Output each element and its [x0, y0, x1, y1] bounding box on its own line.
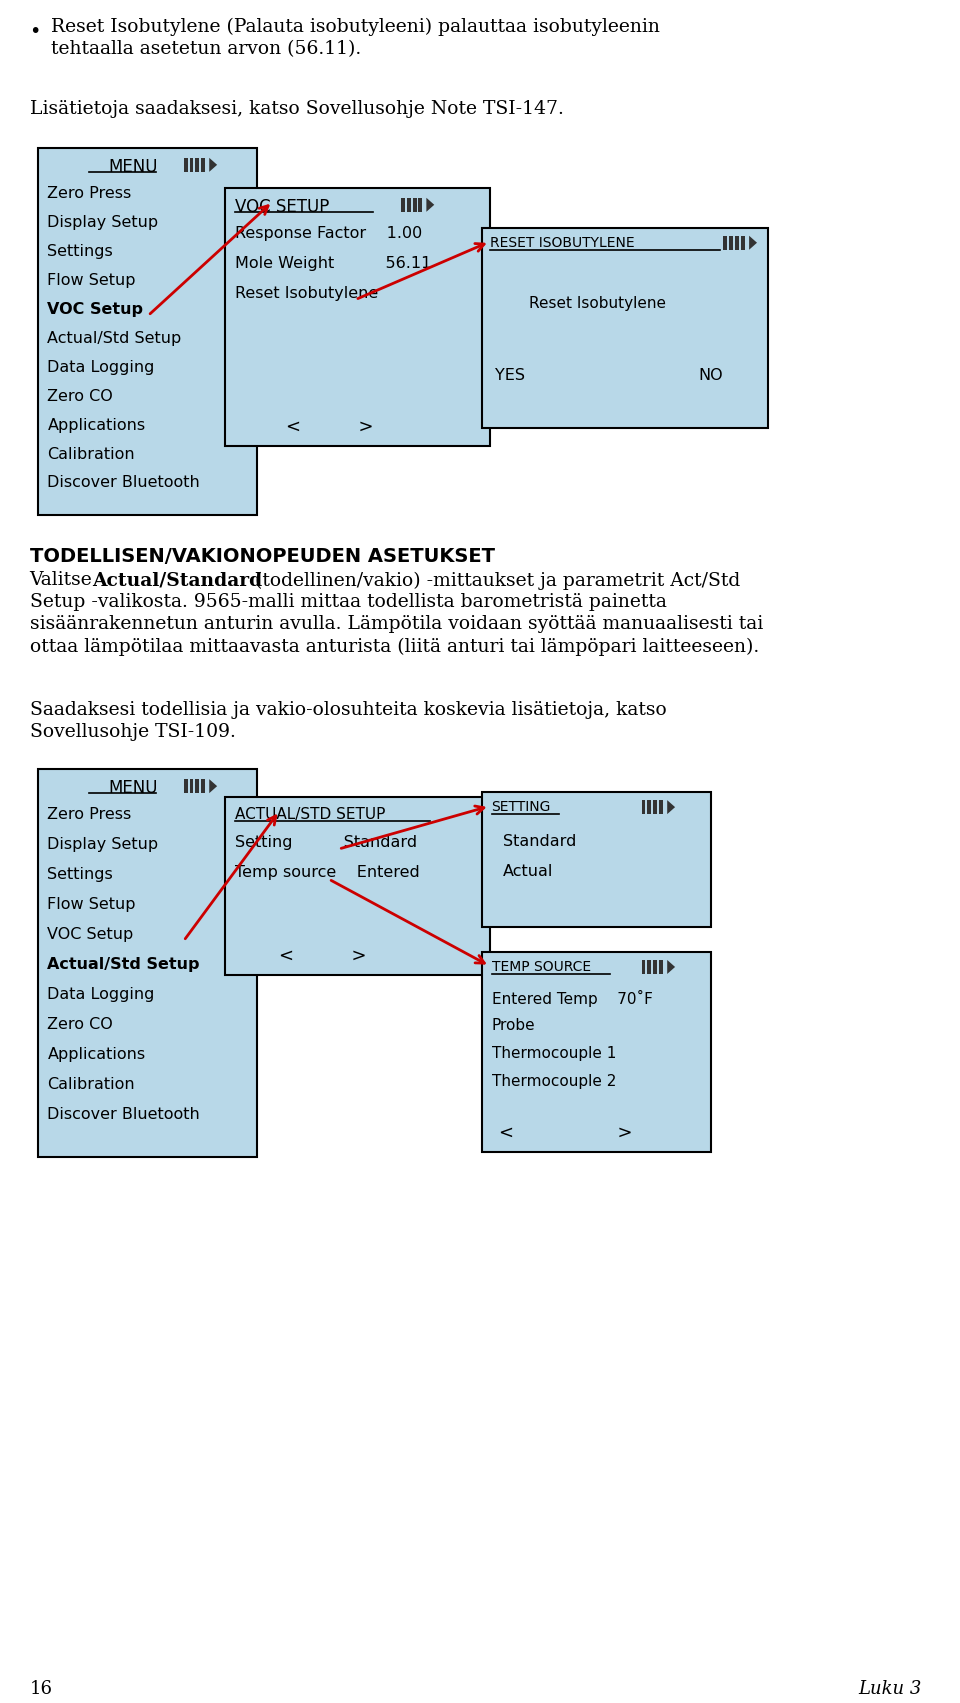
Text: Reset Isobutylene: Reset Isobutylene [529, 296, 666, 310]
Bar [202, 158, 205, 172]
Bar [189, 158, 194, 172]
Text: MENU: MENU [108, 780, 158, 797]
Text: Probe: Probe [492, 1018, 535, 1034]
Text: <                  >: < > [499, 1124, 633, 1141]
Text: RESET ISOBUTYLENE: RESET ISOBUTYLENE [490, 235, 635, 250]
Bar [196, 158, 200, 172]
Bar [654, 800, 658, 814]
Bar [482, 228, 768, 427]
Text: Luku 3: Luku 3 [858, 1681, 922, 1698]
Bar [196, 780, 200, 794]
Text: Applications: Applications [47, 417, 146, 433]
Text: Mole Weight          56.11: Mole Weight 56.11 [235, 255, 431, 271]
Text: Lisätietoja saadaksesi, katso Sovellusohje Note TSI-147.: Lisätietoja saadaksesi, katso Sovellusoh… [30, 100, 564, 118]
Text: Standard: Standard [503, 834, 577, 850]
Text: VOC Setup: VOC Setup [47, 301, 143, 317]
Text: Temp source    Entered: Temp source Entered [235, 865, 420, 880]
Text: VOC Setup: VOC Setup [47, 926, 133, 942]
Polygon shape [749, 235, 757, 250]
Bar [189, 780, 194, 794]
Text: Setup -valikosta. 9565-malli mittaa todellista barometristä painetta: Setup -valikosta. 9565-malli mittaa tode… [30, 593, 666, 611]
Text: Calibration: Calibration [47, 1076, 135, 1092]
Text: Actual/Standard: Actual/Standard [92, 572, 262, 589]
Text: Data Logging: Data Logging [47, 988, 155, 1001]
Polygon shape [209, 158, 217, 172]
Text: YES: YES [495, 368, 525, 383]
Text: Display Setup: Display Setup [47, 215, 158, 230]
Bar [482, 952, 710, 1151]
Bar [654, 960, 658, 974]
Bar [407, 198, 411, 211]
Bar [183, 158, 187, 172]
Bar [183, 780, 187, 794]
Text: Response Factor    1.00: Response Factor 1.00 [235, 226, 422, 240]
Text: Discover Bluetooth: Discover Bluetooth [47, 475, 200, 490]
Text: VOC SETUP: VOC SETUP [235, 198, 329, 216]
Polygon shape [667, 800, 675, 814]
Bar [202, 780, 205, 794]
Text: Actual/Std Setup: Actual/Std Setup [47, 957, 200, 972]
Text: Discover Bluetooth: Discover Bluetooth [47, 1107, 200, 1122]
Text: sisäänrakennetun anturin avulla. Lämpötila voidaan syöttää manuaalisesti tai: sisäänrakennetun anturin avulla. Lämpöti… [30, 615, 763, 634]
Text: <          >: < > [286, 417, 373, 436]
Text: <          >: < > [279, 947, 367, 966]
Bar [647, 800, 652, 814]
Text: NO: NO [699, 368, 724, 383]
Text: Setting          Standard: Setting Standard [235, 834, 417, 850]
Text: Thermocouple 2: Thermocouple 2 [492, 1075, 616, 1088]
Text: Applications: Applications [47, 1047, 146, 1063]
Bar [647, 960, 652, 974]
Polygon shape [209, 780, 217, 794]
Bar [225, 187, 490, 446]
Text: Saadaksesi todellisia ja vakio-olosuhteita koskevia lisätietoja, katso: Saadaksesi todellisia ja vakio-olosuhtei… [30, 702, 666, 719]
Text: Zero Press: Zero Press [47, 807, 132, 823]
Text: Sovellusohje TSI-109.: Sovellusohje TSI-109. [30, 724, 235, 741]
Text: Actual/Std Setup: Actual/Std Setup [47, 330, 181, 346]
Bar [37, 148, 256, 516]
Bar [660, 960, 663, 974]
Text: Flow Setup: Flow Setup [47, 272, 136, 288]
Text: Thermocouple 1: Thermocouple 1 [492, 1046, 616, 1061]
Bar [37, 770, 256, 1156]
Text: Zero CO: Zero CO [47, 1017, 113, 1032]
Text: Flow Setup: Flow Setup [47, 897, 136, 913]
Text: Actual: Actual [503, 863, 554, 879]
Text: ottaa lämpötilaa mittaavasta anturista (liitä anturi tai lämpöpari laitteeseen).: ottaa lämpötilaa mittaavasta anturista (… [30, 637, 758, 656]
Text: Settings: Settings [47, 244, 113, 259]
Text: Calibration: Calibration [47, 446, 135, 462]
Polygon shape [667, 960, 675, 974]
Text: Zero CO: Zero CO [47, 388, 113, 404]
Text: •: • [30, 22, 41, 41]
Text: (todellinen/vakio) -mittaukset ja parametrit Act/Std: (todellinen/vakio) -mittaukset ja parame… [249, 572, 740, 589]
Text: TODELLISEN/VAKIONOPEUDEN ASETUKSET: TODELLISEN/VAKIONOPEUDEN ASETUKSET [30, 547, 494, 567]
Text: TEMP SOURCE: TEMP SOURCE [492, 960, 590, 974]
Text: Entered Temp    70˚F: Entered Temp 70˚F [492, 989, 653, 1006]
Bar [419, 198, 422, 211]
Bar [225, 797, 490, 974]
Text: Display Setup: Display Setup [47, 838, 158, 852]
Text: ACTUAL/STD SETUP: ACTUAL/STD SETUP [235, 807, 385, 823]
Polygon shape [426, 198, 434, 211]
Bar [741, 235, 745, 250]
Text: 16: 16 [30, 1681, 53, 1698]
Text: tehtaalla asetetun arvon (56.11).: tehtaalla asetetun arvon (56.11). [51, 39, 362, 58]
Bar [735, 235, 739, 250]
Text: Data Logging: Data Logging [47, 359, 155, 375]
Bar [400, 198, 405, 211]
Text: MENU: MENU [108, 158, 158, 175]
Text: Zero Press: Zero Press [47, 186, 132, 201]
Bar [482, 792, 710, 926]
Bar [641, 960, 645, 974]
Bar [730, 235, 733, 250]
Bar [660, 800, 663, 814]
Text: Settings: Settings [47, 867, 113, 882]
Bar [641, 800, 645, 814]
Text: Valitse: Valitse [30, 572, 98, 589]
Bar [724, 235, 728, 250]
Bar [413, 198, 417, 211]
Text: Reset Isobutylene (Palauta isobutyleeni) palauttaa isobutyleenin: Reset Isobutylene (Palauta isobutyleeni)… [51, 19, 660, 36]
Text: Reset Isobutylene: Reset Isobutylene [235, 286, 378, 301]
Text: SETTING: SETTING [492, 800, 551, 814]
